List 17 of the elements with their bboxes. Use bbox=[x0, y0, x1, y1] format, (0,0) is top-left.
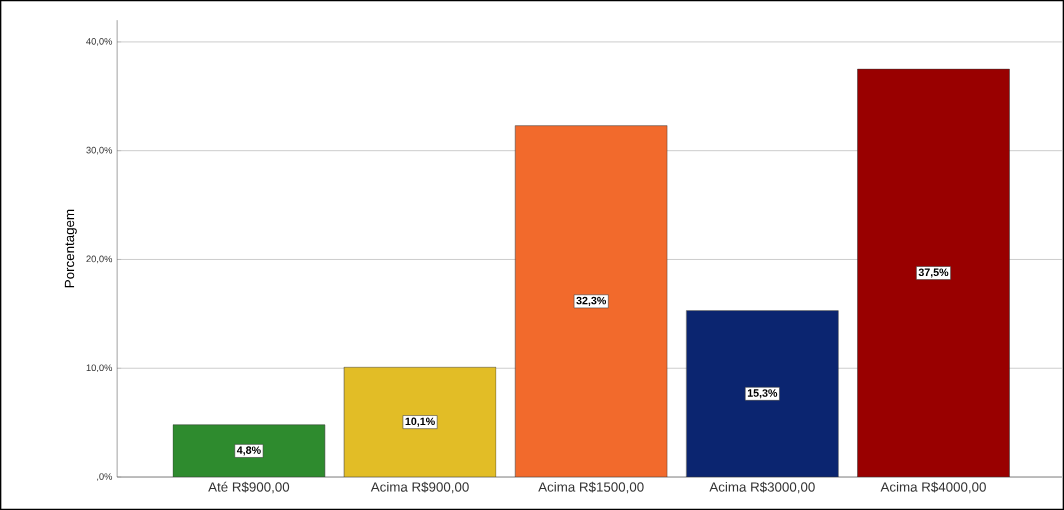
x-tick-label: Acima R$1500,00 bbox=[538, 481, 644, 494]
data-label: 32,3% bbox=[576, 296, 607, 306]
y-tick-label: 10,0% bbox=[86, 364, 113, 373]
y-tick-label: 40,0% bbox=[86, 37, 113, 46]
data-label: 4,8% bbox=[236, 446, 261, 456]
x-tick-label: Acima R$4000,00 bbox=[880, 481, 986, 494]
data-label: 10,1% bbox=[405, 417, 435, 427]
y-tick-label: 20,0% bbox=[86, 255, 113, 264]
y-tick-label: ,0% bbox=[97, 473, 113, 481]
y-tick-label: 30,0% bbox=[86, 146, 113, 155]
data-label: 15,3% bbox=[747, 389, 778, 399]
y-axis-title: Porcentagem bbox=[64, 209, 77, 288]
x-tick-label: Acima R$3000,00 bbox=[709, 481, 815, 494]
x-tick-label: Acima R$900,00 bbox=[370, 481, 469, 494]
data-label: 37,5% bbox=[918, 268, 949, 278]
bar bbox=[857, 68, 1010, 477]
x-tick-label: Até R$900,00 bbox=[208, 481, 290, 494]
